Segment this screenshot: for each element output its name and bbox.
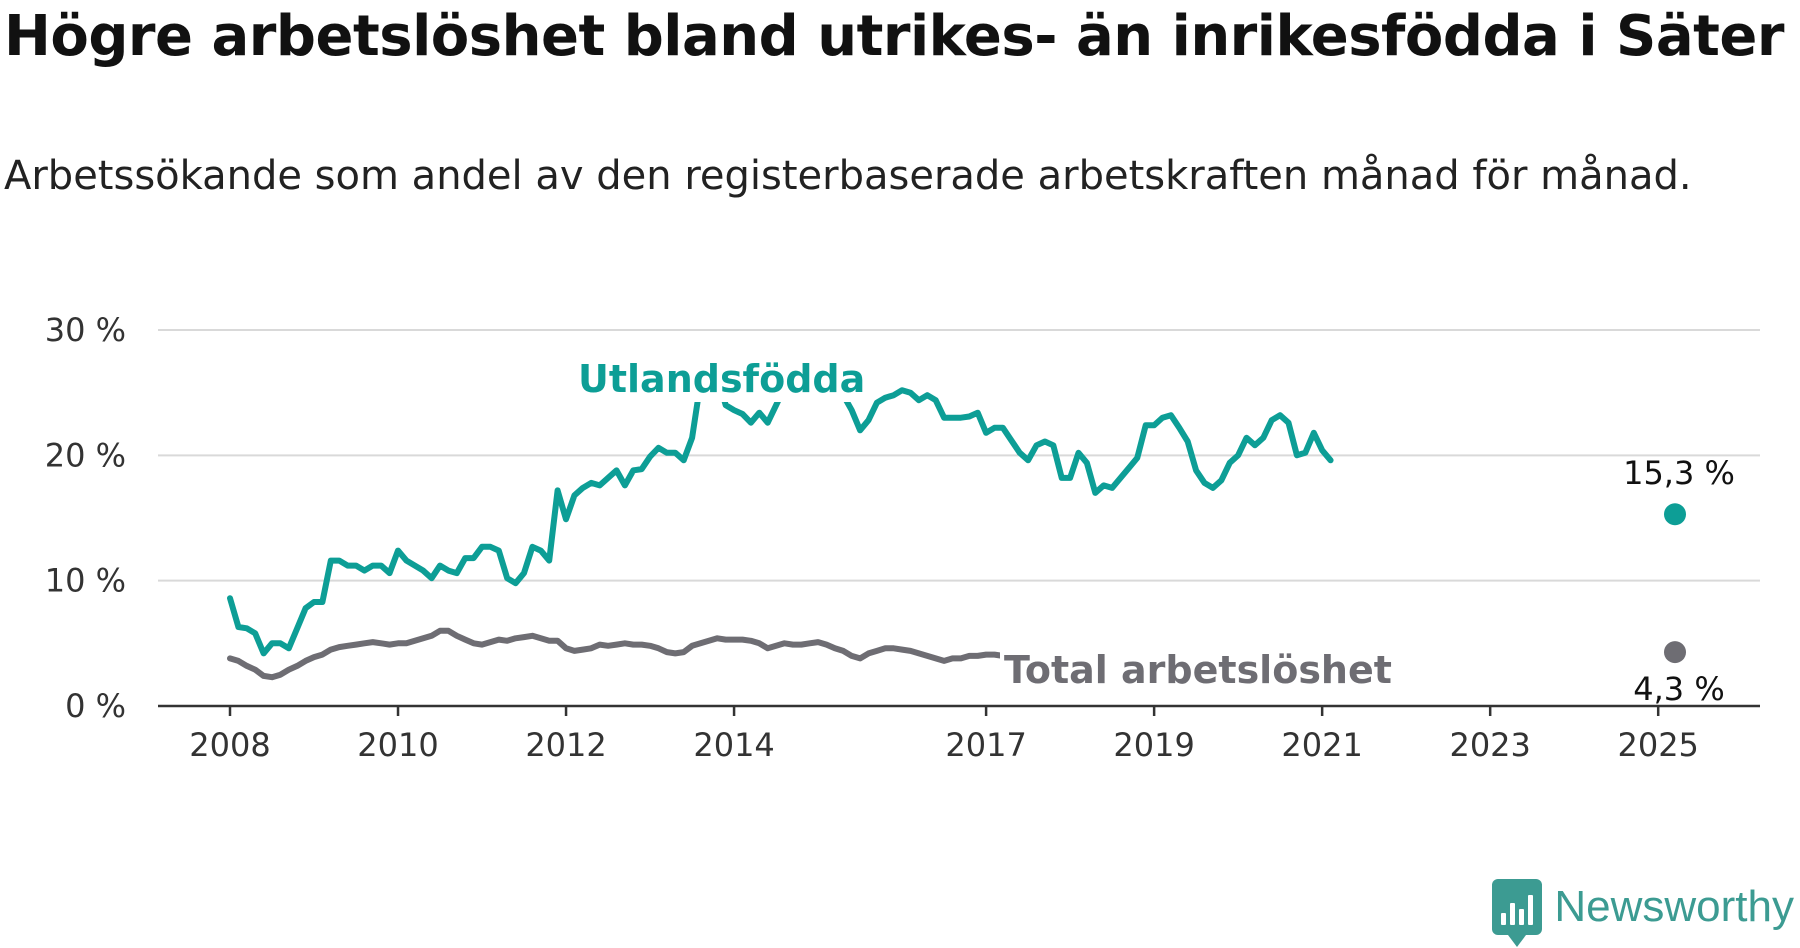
end-label-utlandsfodda: 15,3 % xyxy=(1623,454,1735,492)
end-point-marker xyxy=(1664,503,1686,526)
x-axis: 2008 2010 2012 2014 2017 2019 2021 2023 2025 xyxy=(158,704,1760,764)
end-point-marker xyxy=(1664,641,1686,664)
y-tick-label: 30 % xyxy=(45,311,126,349)
x-tick-label: 2017 xyxy=(945,726,1026,764)
series-label-bg xyxy=(1000,644,1396,692)
y-tick-label: 10 % xyxy=(45,562,126,600)
gridlines xyxy=(158,329,1760,582)
end-label-total: 4,3 % xyxy=(1633,670,1724,708)
y-tick-label: 0 % xyxy=(65,687,126,725)
newsworthy-logo: Newsworthy xyxy=(1492,872,1794,947)
series-lines xyxy=(227,358,1334,681)
chart-title: Högre arbetslöshet bland utrikes- än inr… xyxy=(4,4,1785,69)
brand-name: Newsworthy xyxy=(1554,882,1794,931)
series-labels: Utlandsfödda Total arbetslöshet 15,3 % 4,3 … xyxy=(572,352,1735,708)
series-label-utlandsfodda: Utlandsfödda xyxy=(578,357,865,401)
y-axis-tick-labels: 0 % 10 % 20 % 30 % xyxy=(45,311,126,725)
x-tick-label: 2019 xyxy=(1113,726,1194,764)
x-tick-label: 2008 xyxy=(189,726,270,764)
series-label-total: Total arbetslöshet xyxy=(1004,648,1392,692)
x-tick-label: 2025 xyxy=(1617,726,1698,764)
series-line-1 xyxy=(227,627,1107,681)
chart-bubble-icon xyxy=(1492,879,1543,947)
y-tick-label: 20 % xyxy=(45,436,126,474)
series-line-0 xyxy=(227,358,1334,657)
x-tick-label: 2010 xyxy=(357,726,438,764)
chart-subtitle: Arbetssökande som andel av den registerb… xyxy=(4,153,1692,199)
x-tick-label: 2012 xyxy=(525,726,606,764)
x-tick-label: 2023 xyxy=(1449,726,1530,764)
x-tick-label: 2021 xyxy=(1281,726,1362,764)
x-tick-label: 2014 xyxy=(693,726,774,764)
series-label-bg xyxy=(572,352,862,402)
